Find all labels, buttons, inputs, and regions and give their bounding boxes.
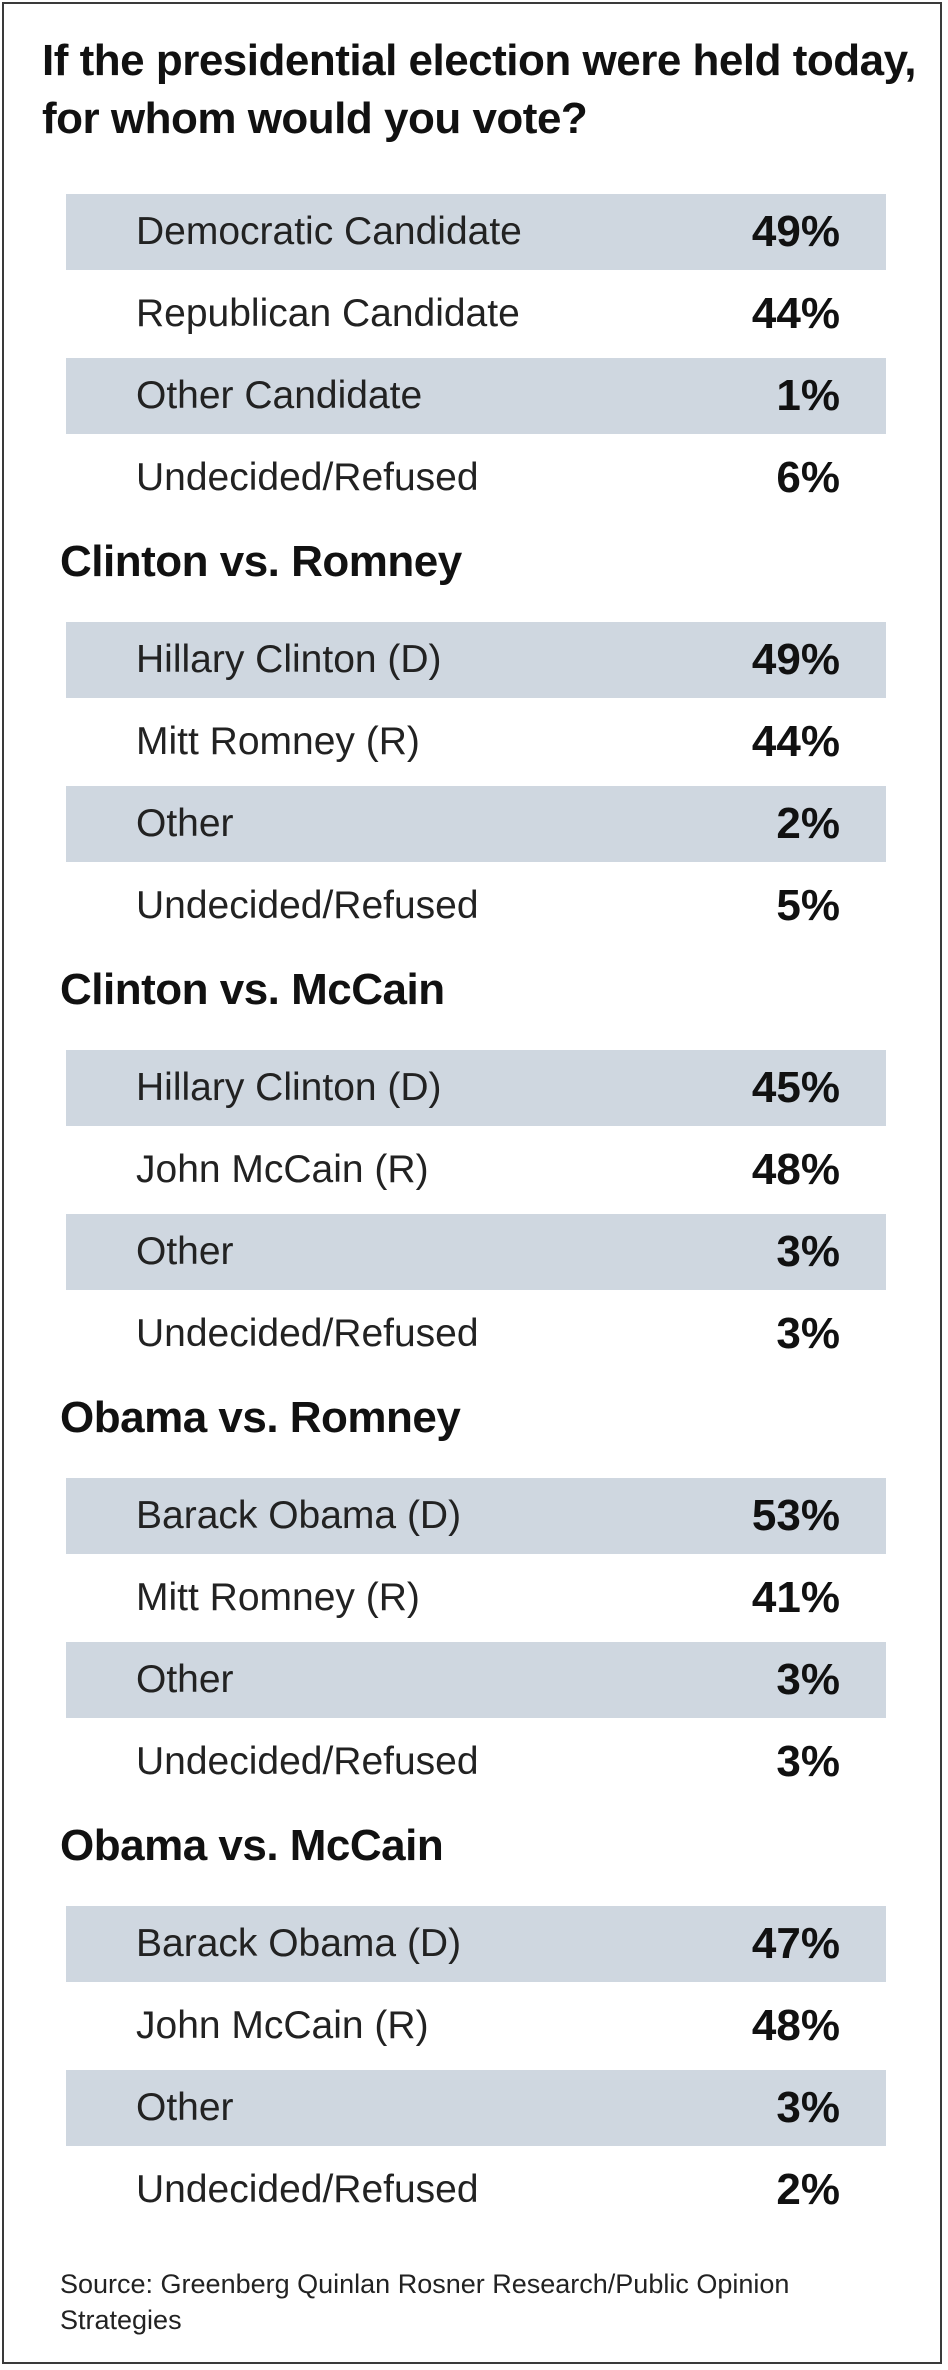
row-value: 44% — [751, 717, 840, 766]
row-label: Hillary Clinton (D) — [136, 638, 442, 681]
table-row: Other 3% — [66, 1214, 886, 1290]
row-label: Other — [136, 802, 234, 845]
row-label: Barack Obama (D) — [136, 1922, 462, 1965]
table-row: Other Candidate 1% — [66, 358, 886, 434]
row-value: 1% — [776, 371, 840, 420]
table-row: Mitt Romney (R) 44% — [66, 704, 886, 780]
row-value: 47% — [751, 1919, 840, 1968]
table-row: John McCain (R) 48% — [66, 1132, 886, 1208]
row-label: Republican Candidate — [136, 292, 520, 335]
table-row: Mitt Romney (R) 41% — [66, 1560, 886, 1636]
row-value: 3% — [776, 1655, 840, 1704]
row-value: 5% — [776, 881, 840, 930]
table-row: Undecided/Refused 3% — [66, 1296, 886, 1372]
table-row: Other 3% — [66, 1642, 886, 1718]
row-label: Undecided/Refused — [136, 1312, 479, 1355]
row-label: Undecided/Refused — [136, 1740, 479, 1783]
table-row: Barack Obama (D) 53% — [66, 1478, 886, 1554]
chart-title: If the presidential election were held t… — [42, 36, 917, 143]
section-heading: Obama vs. Romney — [60, 1393, 461, 1442]
section-heading: Clinton vs. McCain — [60, 965, 445, 1014]
row-value: 6% — [776, 453, 840, 502]
table-row: Undecided/Refused 2% — [66, 2152, 886, 2228]
row-value: 53% — [751, 1491, 840, 1540]
row-label: Mitt Romney (R) — [136, 720, 420, 763]
row-label: Undecided/Refused — [136, 2168, 479, 2211]
row-label: Barack Obama (D) — [136, 1494, 462, 1537]
row-value: 45% — [751, 1063, 840, 1112]
row-label: Other — [136, 2086, 234, 2129]
row-label: Other — [136, 1230, 234, 1273]
table-row: Undecided/Refused 3% — [66, 1724, 886, 1800]
source-note: Source: Greenberg Quinlan Rosner Researc… — [60, 2269, 790, 2335]
table-row: Undecided/Refused 6% — [66, 440, 886, 516]
row-value: 41% — [751, 1573, 840, 1622]
row-value: 3% — [776, 1227, 840, 1276]
table-row: John McCain (R) 48% — [66, 1988, 886, 2064]
row-value: 2% — [776, 799, 840, 848]
section-heading: Obama vs. McCain — [60, 1821, 444, 1870]
row-label: Hillary Clinton (D) — [136, 1066, 442, 1109]
row-value: 3% — [776, 1737, 840, 1786]
row-value: 48% — [751, 2001, 840, 2050]
row-label: John McCain (R) — [136, 1148, 429, 1191]
row-value: 2% — [776, 2165, 840, 2214]
section-heading: Clinton vs. Romney — [60, 537, 462, 586]
row-label: Other Candidate — [136, 374, 423, 417]
table-row: Barack Obama (D) 47% — [66, 1906, 886, 1982]
row-label: Undecided/Refused — [136, 456, 479, 499]
row-label: John McCain (R) — [136, 2004, 429, 2047]
row-label: Undecided/Refused — [136, 884, 479, 927]
table-row: Hillary Clinton (D) 49% — [66, 622, 886, 698]
row-label: Mitt Romney (R) — [136, 1576, 420, 1619]
table-row: Other 3% — [66, 2070, 886, 2146]
table-row: Hillary Clinton (D) 45% — [66, 1050, 886, 1126]
row-label: Democratic Candidate — [136, 210, 522, 253]
row-label: Other — [136, 1658, 234, 1701]
row-value: 3% — [776, 1309, 840, 1358]
table-row: Republican Candidate 44% — [66, 276, 886, 352]
table-row: Other 2% — [66, 786, 886, 862]
row-value: 3% — [776, 2083, 840, 2132]
table-row: Democratic Candidate 49% — [66, 194, 886, 270]
row-value: 48% — [751, 1145, 840, 1194]
row-value: 49% — [751, 635, 840, 684]
row-value: 44% — [751, 289, 840, 338]
table-row: Undecided/Refused 5% — [66, 868, 886, 944]
row-value: 49% — [751, 207, 840, 256]
